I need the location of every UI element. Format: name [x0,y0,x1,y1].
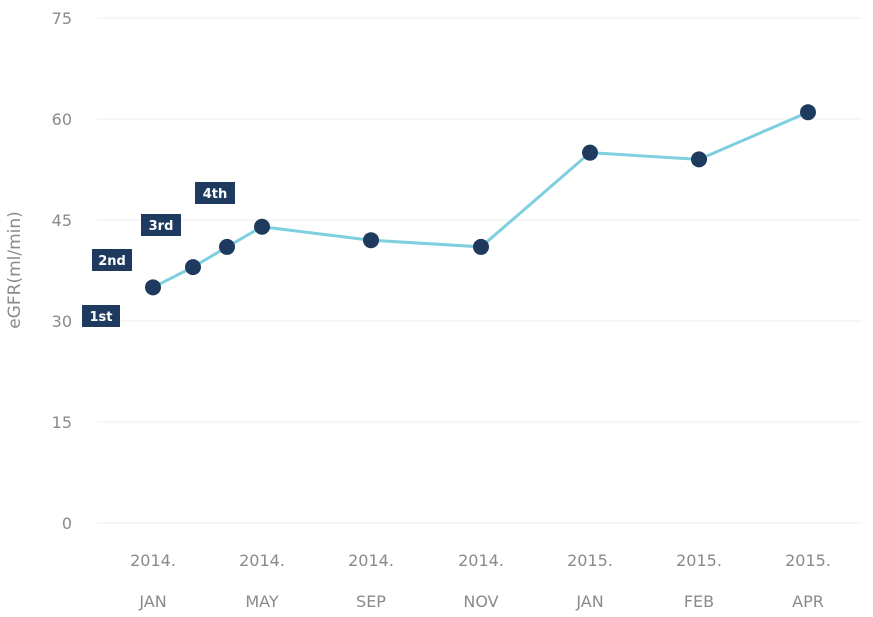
visit-tag-label: 1st [90,310,113,325]
visit-tag: 1st [82,305,120,327]
data-point [145,279,161,296]
series-egfr [145,104,816,296]
x-tick-label-year: 2015. [785,551,831,570]
series-line [152,110,809,289]
data-point [254,218,270,235]
visit-tag-box [195,182,235,204]
x-tick-label-month: JAN [575,592,603,611]
data-point [185,259,201,276]
visit-tag-label: 3rd [149,219,174,234]
data-point [363,232,379,249]
data-point [473,238,489,255]
y-tick-label: 45 [52,211,72,230]
visit-tag-box [82,305,120,327]
x-tick-label-year: 2015. [567,551,613,570]
data-point [800,104,816,121]
x-tick-label-month: SEP [356,592,386,611]
data-point [219,238,235,255]
data-point [691,151,707,168]
y-tick-label: 75 [52,9,72,28]
x-tick-label-year: 2014. [130,551,176,570]
x-tick-label-month: JAN [138,592,166,611]
x-tick-label-month: MAY [245,592,279,611]
y-tick-label: 60 [52,110,72,129]
visit-tag-box [92,249,132,271]
visit-tags: 1st 2nd 3rd 4th [82,182,235,327]
visit-tag-box [141,214,181,236]
y-axis-ticks: 75 60 45 30 15 0 [52,9,72,533]
y-tick-label: 15 [52,413,72,432]
visit-tag: 4th [195,182,235,204]
x-tick-label-year: 2014. [458,551,504,570]
y-axis-label: eGFR(ml/min) [5,211,25,329]
visit-tag-label: 2nd [98,254,126,269]
x-axis-ticks: 2014. JAN 2014. MAY 2014. SEP 2014. NOV 2015. JAN… [130,551,831,611]
x-tick-label-month: APR [792,592,824,611]
x-tick-label-year: 2015. [676,551,722,570]
visit-tag: 3rd [141,214,181,236]
x-tick-label-year: 2014. [348,551,394,570]
y-tick-label: 0 [62,514,72,533]
x-tick-label-month: FEB [684,592,714,611]
x-tick-label-month: NOV [463,592,498,611]
grid-lines [97,17,862,524]
visit-tag: 2nd [92,249,132,271]
y-tick-label: 30 [52,312,72,331]
x-tick-label-year: 2014. [239,551,285,570]
visit-tag-label: 4th [203,187,228,202]
data-point [582,144,598,161]
